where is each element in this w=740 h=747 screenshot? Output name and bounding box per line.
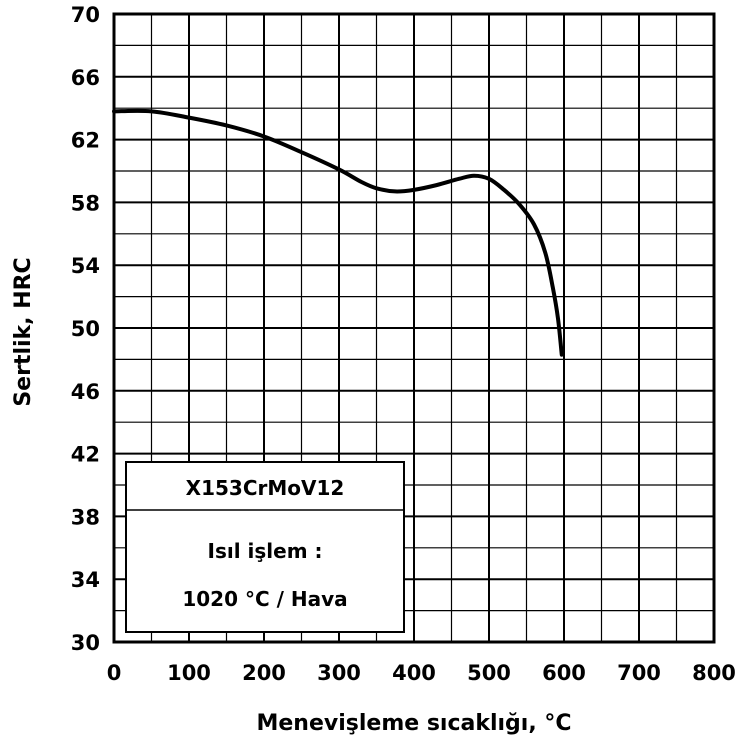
x-tick-label: 200 [242,661,286,685]
y-tick-labels: 30 34 38 42 46 50 54 58 62 66 70 [71,3,100,655]
y-tick-label: 34 [71,568,100,592]
y-axis-label: Sertlik, HRC [11,257,36,406]
y-tick-label: 58 [71,191,100,215]
x-tick-label: 800 [692,661,736,685]
legend-line-heat-treatment: Isıl işlem : [208,539,323,563]
legend-line-temperature-medium: 1020 °C / Hava [182,587,347,611]
legend-title: X153CrMoV12 [186,476,345,500]
x-tick-label: 0 [107,661,122,685]
x-tick-label: 700 [617,661,661,685]
x-tick-labels: 0 100 200 300 400 500 600 700 800 [107,661,736,685]
x-tick-label: 600 [542,661,586,685]
x-tick-label: 500 [467,661,511,685]
y-tick-label: 30 [71,631,100,655]
x-tick-label: 300 [317,661,361,685]
y-tick-label: 70 [71,3,100,27]
y-tick-label: 46 [71,380,100,404]
y-tick-label: 50 [71,317,100,341]
x-tick-label: 100 [167,661,211,685]
y-tick-label: 42 [71,443,100,467]
plot-frame [112,12,716,644]
y-tick-label: 62 [71,129,100,153]
series-line [112,108,564,357]
y-tick-label: 38 [71,505,100,529]
x-tick-label: 400 [392,661,436,685]
legend-box: X153CrMoV12 Isıl işlem : 1020 °C / Hava [125,461,405,633]
x-axis-label: Menevişleme sıcaklığı, °C [256,711,571,736]
y-tick-label: 66 [71,66,100,90]
legend-frame [125,461,405,633]
y-tick-label: 54 [71,254,100,278]
